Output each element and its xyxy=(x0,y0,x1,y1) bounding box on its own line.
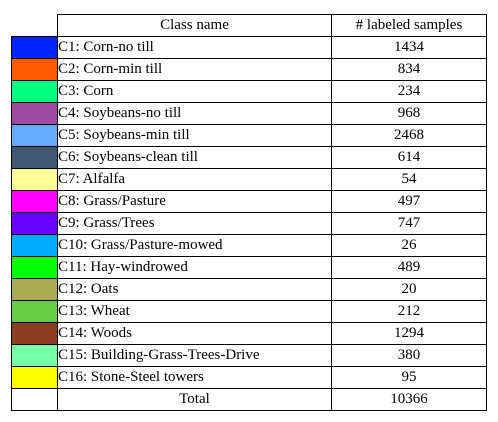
class-name: C9: Grass/Trees xyxy=(57,212,332,235)
color-swatch xyxy=(12,367,57,388)
color-swatch xyxy=(12,103,57,124)
class-row: C13: Wheat 212 xyxy=(11,300,487,323)
sample-count: 20 xyxy=(331,278,487,301)
color-swatch-cell xyxy=(11,234,58,257)
sample-count: 212 xyxy=(331,300,487,323)
total-row: Total 10366 xyxy=(11,388,487,411)
class-name: C14: Woods xyxy=(57,322,332,345)
sample-count: 1434 xyxy=(331,36,487,59)
class-row: C1: Corn-no till 1434 xyxy=(11,36,487,59)
class-row: C9: Grass/Trees 747 xyxy=(11,212,487,235)
color-swatch xyxy=(12,147,57,168)
class-name: C12: Oats xyxy=(57,278,332,301)
class-name: C6: Soybeans-clean till xyxy=(57,146,332,169)
class-name: C16: Stone-Steel towers xyxy=(57,366,332,389)
labeled-samples-header: # labeled samples xyxy=(331,14,487,37)
class-name: C7: Alfalfa xyxy=(57,168,332,191)
total-blank-cell xyxy=(11,388,58,411)
class-name: C5: Soybeans-min till xyxy=(57,124,332,147)
color-swatch-cell xyxy=(11,168,58,191)
sample-count: 834 xyxy=(331,58,487,81)
class-samples-table: Class name # labeled samples C1: Corn-no… xyxy=(11,14,487,411)
color-swatch-cell xyxy=(11,278,58,301)
sample-count: 26 xyxy=(331,234,487,257)
class-row: C12: Oats 20 xyxy=(11,278,487,301)
class-name: C4: Soybeans-no till xyxy=(57,102,332,125)
class-name: C10: Grass/Pasture-mowed xyxy=(57,234,332,257)
color-swatch xyxy=(12,213,57,234)
sample-count: 968 xyxy=(331,102,487,125)
color-swatch-cell xyxy=(11,146,58,169)
sample-count: 2468 xyxy=(331,124,487,147)
color-swatch xyxy=(12,81,57,102)
class-row: C10: Grass/Pasture-mowed 26 xyxy=(11,234,487,257)
sample-count: 747 xyxy=(331,212,487,235)
total-count: 10366 xyxy=(331,388,487,411)
class-name: C1: Corn-no till xyxy=(57,36,332,59)
class-name: C3: Corn xyxy=(57,80,332,103)
color-swatch-cell xyxy=(11,366,58,389)
color-swatch xyxy=(12,169,57,190)
color-swatch-cell xyxy=(11,36,58,59)
color-swatch-cell xyxy=(11,322,58,345)
total-label: Total xyxy=(57,388,332,411)
sample-count: 380 xyxy=(331,344,487,367)
class-name: C11: Hay-windrowed xyxy=(57,256,332,279)
color-swatch xyxy=(12,235,57,256)
class-row: C11: Hay-windrowed 489 xyxy=(11,256,487,279)
color-swatch xyxy=(12,345,57,366)
class-row: C16: Stone-Steel towers 95 xyxy=(11,366,487,389)
class-row: C15: Building-Grass-Trees-Drive 380 xyxy=(11,344,487,367)
color-swatch xyxy=(12,37,57,58)
header-row: Class name # labeled samples xyxy=(11,14,487,37)
class-name: C2: Corn-min till xyxy=(57,58,332,81)
sample-count: 234 xyxy=(331,80,487,103)
color-swatch xyxy=(12,125,57,146)
class-name-header: Class name xyxy=(57,14,332,37)
class-name: C8: Grass/Pasture xyxy=(57,190,332,213)
sample-count: 54 xyxy=(331,168,487,191)
sample-count: 614 xyxy=(331,146,487,169)
class-rows: C1: Corn-no till 1434 C2: Corn-min till 834… xyxy=(11,36,487,389)
color-swatch-cell xyxy=(11,124,58,147)
color-swatch-cell xyxy=(11,102,58,125)
class-row: C4: Soybeans-no till 968 xyxy=(11,102,487,125)
color-swatch-cell xyxy=(11,212,58,235)
class-row: C5: Soybeans-min till 2468 xyxy=(11,124,487,147)
color-swatch-cell xyxy=(11,256,58,279)
color-swatch xyxy=(12,191,57,212)
class-name: C15: Building-Grass-Trees-Drive xyxy=(57,344,332,367)
class-row: C3: Corn 234 xyxy=(11,80,487,103)
color-swatch xyxy=(12,257,57,278)
color-swatch xyxy=(12,323,57,344)
color-swatch-cell xyxy=(11,300,58,323)
sample-count: 95 xyxy=(331,366,487,389)
class-row: C6: Soybeans-clean till 614 xyxy=(11,146,487,169)
sample-count: 489 xyxy=(331,256,487,279)
class-row: C7: Alfalfa 54 xyxy=(11,168,487,191)
color-swatch xyxy=(12,279,57,300)
sample-count: 1294 xyxy=(331,322,487,345)
color-swatch-cell xyxy=(11,58,58,81)
class-name: C13: Wheat xyxy=(57,300,332,323)
color-swatch-cell xyxy=(11,190,58,213)
header-blank-cell xyxy=(11,14,58,37)
color-swatch xyxy=(12,59,57,80)
class-row: C14: Woods 1294 xyxy=(11,322,487,345)
class-row: C8: Grass/Pasture 497 xyxy=(11,190,487,213)
class-row: C2: Corn-min till 834 xyxy=(11,58,487,81)
sample-count: 497 xyxy=(331,190,487,213)
color-swatch-cell xyxy=(11,344,58,367)
color-swatch-cell xyxy=(11,80,58,103)
color-swatch xyxy=(12,301,57,322)
